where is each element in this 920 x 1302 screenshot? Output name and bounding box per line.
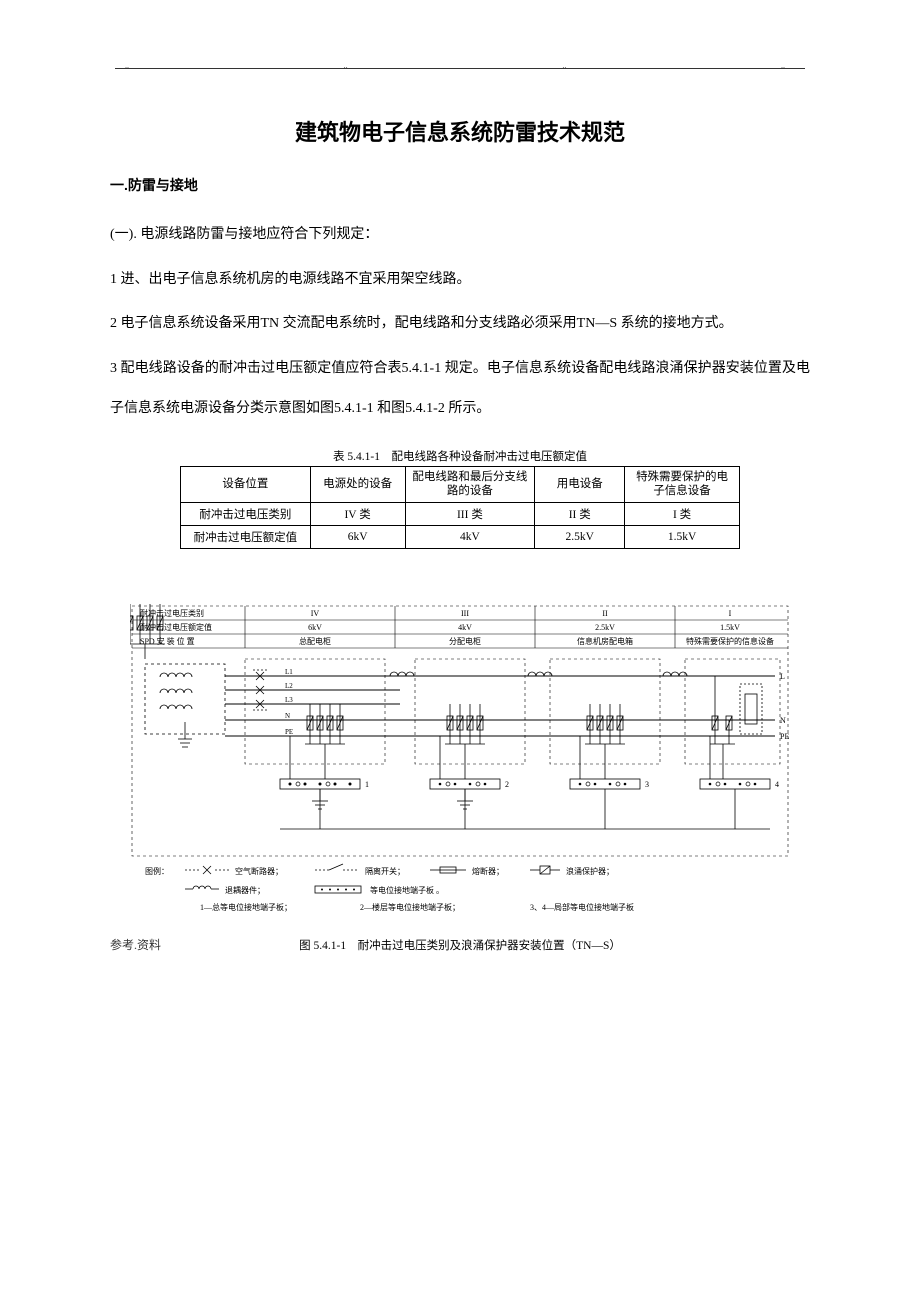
voltage-table: 设备位置 电源处的设备 配电线路和最后分支线路的设备 用电设备 特殊需要保护的电… bbox=[180, 466, 740, 549]
svg-text:分配电柜: 分配电柜 bbox=[449, 636, 481, 646]
svg-text:熔断器；: 熔断器； bbox=[472, 866, 504, 876]
svg-text:耐冲击过电压额定值: 耐冲击过电压额定值 bbox=[140, 622, 212, 632]
table-row: 耐冲击过电压额定值 6kV 4kV 2.5kV 1.5kV bbox=[181, 525, 740, 548]
figure-caption: 图 5.4.1-1 耐冲击过电压类别及浪涌保护器安装位置（TN—S） bbox=[130, 937, 790, 953]
table-header-cell: 用电设备 bbox=[535, 466, 625, 502]
paragraph-2: 2 电子信息系统设备采用TN 交流配电系统时，配电线路和分支线路必须采用TN—S… bbox=[110, 304, 810, 345]
svg-text:IV: IV bbox=[311, 609, 320, 618]
svg-text:4: 4 bbox=[775, 780, 779, 789]
svg-text:1—总等电位接地端子板；: 1—总等电位接地端子板； bbox=[200, 902, 292, 912]
table-caption: 表 5.4.1-1 配电线路各种设备耐冲击过电压额定值 bbox=[110, 448, 810, 464]
table-header-cell: 配电线路和最后分支线路的设备 bbox=[405, 466, 535, 502]
svg-text:2.5kV: 2.5kV bbox=[595, 623, 615, 632]
svg-text:空气断路器；: 空气断路器； bbox=[235, 866, 283, 876]
svg-text:II: II bbox=[602, 609, 608, 618]
table-header-cell: 电源处的设备 bbox=[310, 466, 405, 502]
section-heading: 一.防雷与接地 bbox=[110, 175, 810, 195]
svg-text:退耦器件；: 退耦器件； bbox=[225, 885, 265, 895]
page-header-rule bbox=[115, 68, 805, 69]
svg-text:PE: PE bbox=[780, 732, 789, 741]
svg-text:3: 3 bbox=[645, 780, 649, 789]
svg-text:2: 2 bbox=[505, 780, 509, 789]
svg-text:SPD 安 装 位 置: SPD 安 装 位 置 bbox=[140, 636, 195, 646]
table-header-cell: 设备位置 bbox=[181, 466, 311, 502]
page-title: 建筑物电子信息系统防雷技术规范 bbox=[110, 115, 810, 147]
svg-text:4kV: 4kV bbox=[458, 623, 472, 632]
svg-text:L2: L2 bbox=[285, 682, 293, 690]
svg-text:3、4—局部等电位接地端子板: 3、4—局部等电位接地端子板 bbox=[530, 902, 634, 912]
svg-text:L: L bbox=[780, 672, 785, 681]
svg-text:等电位接地端子板 。: 等电位接地端子板 。 bbox=[370, 885, 444, 895]
svg-text:1: 1 bbox=[365, 780, 369, 789]
svg-text:L3: L3 bbox=[285, 696, 293, 704]
svg-text:L1: L1 bbox=[285, 668, 293, 676]
circuit-diagram-svg: 耐冲击过电压类别 耐冲击过电压额定值 SPD 安 装 位 置 IV III II… bbox=[130, 604, 790, 924]
svg-text:PE: PE bbox=[285, 728, 293, 736]
paragraph-3: 3 配电线路设备的耐冲击过电压额定值应符合表5.4.1-1 规定。电子信息系统设… bbox=[110, 349, 810, 430]
svg-text:总配电柜: 总配电柜 bbox=[299, 636, 331, 646]
svg-text:N: N bbox=[285, 712, 290, 720]
svg-text:1.5kV: 1.5kV bbox=[720, 623, 740, 632]
svg-text:I: I bbox=[729, 609, 732, 618]
svg-text:图例：: 图例： bbox=[145, 866, 169, 876]
table-header-row: 设备位置 电源处的设备 配电线路和最后分支线路的设备 用电设备 特殊需要保护的电… bbox=[181, 466, 740, 502]
footer-reference: 参考.资料 bbox=[110, 936, 161, 953]
svg-text:2—楼层等电位接地端子板；: 2—楼层等电位接地端子板； bbox=[360, 902, 460, 912]
svg-text:N: N bbox=[780, 716, 786, 725]
paragraph-1: 1 进、出电子信息系统机房的电源线路不宜采用架空线路。 bbox=[110, 260, 810, 301]
paragraph-intro: (一). 电源线路防雷与接地应符合下列规定： bbox=[110, 215, 810, 256]
svg-text:信息机房配电箱: 信息机房配电箱 bbox=[577, 636, 633, 646]
svg-text:特殊需要保护的信息设备: 特殊需要保护的信息设备 bbox=[686, 636, 774, 646]
svg-text:III: III bbox=[461, 609, 469, 618]
svg-text:隔离开关；: 隔离开关； bbox=[365, 866, 405, 876]
svg-text:浪涌保护器；: 浪涌保护器； bbox=[566, 866, 614, 876]
table-header-cell: 特殊需要保护的电子信息设备 bbox=[625, 466, 740, 502]
table-row: 耐冲击过电压类别 IV 类 III 类 II 类 I 类 bbox=[181, 502, 740, 525]
figure-5-4-1-1: 耐冲击过电压类别 耐冲击过电压额定值 SPD 安 装 位 置 IV III II… bbox=[130, 604, 790, 953]
svg-text:6kV: 6kV bbox=[308, 623, 322, 632]
